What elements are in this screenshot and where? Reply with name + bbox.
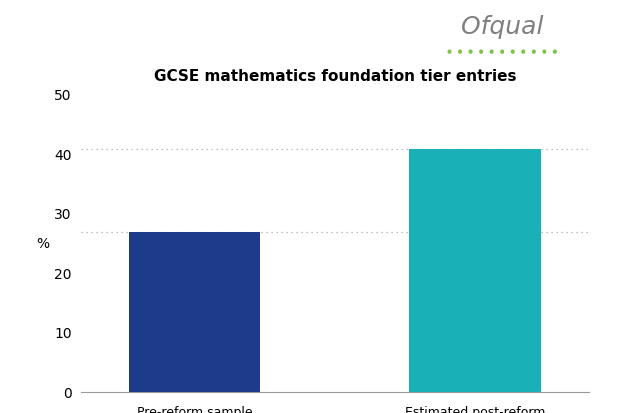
Bar [409,149,541,392]
Y-axis label: %: % [37,237,50,251]
Title: GCSE mathematics foundation tier entries: GCSE mathematics foundation tier entries [154,69,516,84]
Text: Ofqual: Ofqual [461,15,544,39]
Bar [129,232,260,392]
